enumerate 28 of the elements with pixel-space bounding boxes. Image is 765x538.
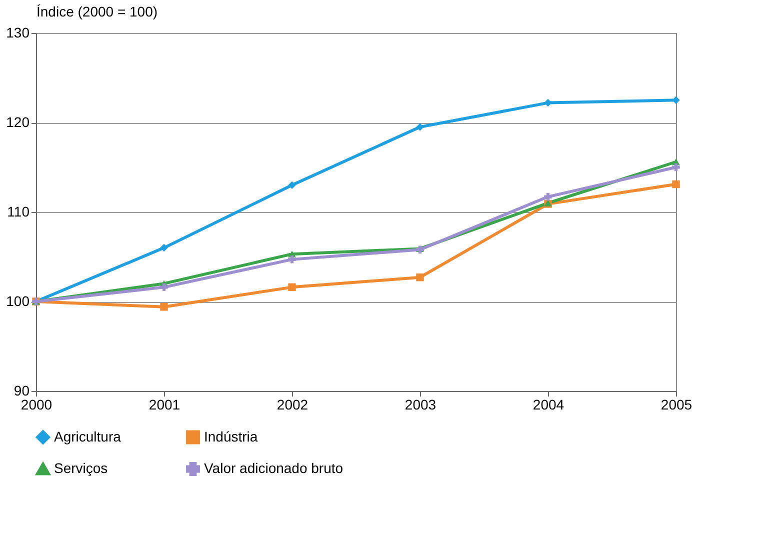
point [160, 302, 168, 311]
y-tick-label: 100 [6, 293, 30, 309]
x-tick-label: 2005 [660, 396, 692, 412]
point [416, 273, 424, 282]
point [288, 283, 296, 292]
legend-label: Agricultura [54, 428, 122, 444]
x-tick-label: 2002 [276, 396, 308, 412]
point [288, 256, 296, 264]
point [672, 163, 680, 172]
x-tick-label: 2004 [532, 396, 564, 412]
y-tick-label: 130 [6, 24, 30, 40]
point [160, 244, 168, 252]
x-tick-label: 2001 [148, 396, 180, 412]
x-tick-label: 2003 [404, 396, 436, 412]
x-tick-label: 2000 [20, 396, 52, 412]
point [160, 283, 168, 292]
point [672, 96, 680, 104]
legend-label: Valor adicionado bruto [204, 460, 344, 476]
y-tick-label: 120 [6, 114, 30, 130]
legend-label: Indústria [204, 428, 258, 444]
point [544, 192, 552, 201]
point [288, 181, 296, 190]
point [672, 180, 680, 188]
y-tick-label: 90 [14, 382, 30, 398]
point [416, 123, 424, 131]
y-tick-label: 110 [7, 204, 30, 220]
y-axis-title: Índice (2000 = 100) [36, 4, 158, 20]
legend-label: Serviços [54, 460, 108, 476]
